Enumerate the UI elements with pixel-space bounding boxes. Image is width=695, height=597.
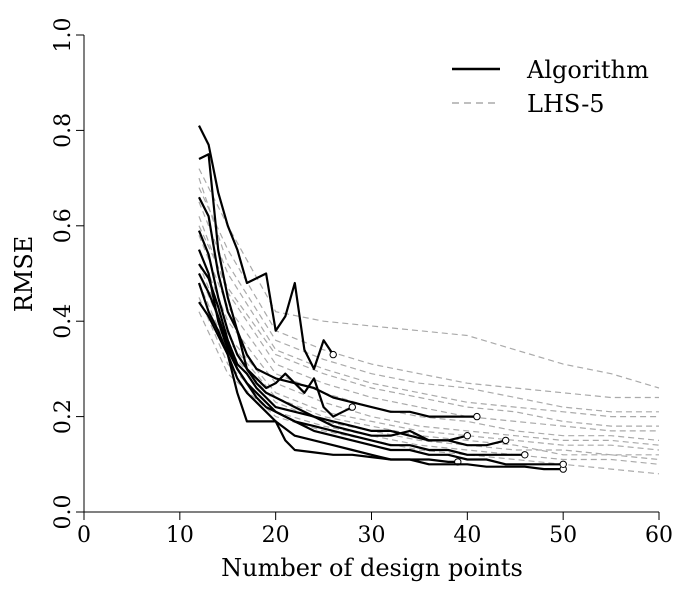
algorithm-line-8 [197, 282, 564, 471]
lhs5-line-1 [198, 168, 660, 389]
algorithm-endpoint-marker [463, 432, 471, 440]
x-tick-label: 50 [549, 523, 577, 548]
lhs5-line-11 [198, 177, 659, 413]
legend-algorithm-label: Algorithm [526, 56, 649, 84]
x-axis-label: Number of design points [221, 554, 523, 582]
algorithm-endpoint-marker [329, 350, 337, 359]
x-tick-label: 20 [262, 523, 290, 548]
algorithm-line-9 [197, 249, 564, 466]
y-tick-label: 0.2 [51, 399, 76, 434]
y-tick-label: 0.8 [51, 113, 76, 148]
lhs5-line-12 [198, 273, 660, 461]
y-tick-label: 1.0 [51, 18, 76, 53]
algorithm-endpoint-marker [348, 403, 356, 411]
algorithm-endpoint-marker [521, 451, 529, 459]
y-tick-label: 0.4 [51, 304, 76, 339]
lhs5-line-5 [198, 235, 660, 441]
lhs5-line-13 [198, 311, 660, 475]
algorithm-line-2 [198, 153, 353, 418]
y-axis-label: RMSE [10, 236, 38, 313]
lhs-series-group [198, 168, 660, 475]
lhs5-line-10 [198, 225, 659, 427]
x-tick-label: 40 [453, 523, 481, 548]
algorithm-series-group [197, 125, 567, 473]
x-tick-label: 30 [358, 523, 386, 548]
legend-lhs5-label: LHS-5 [527, 90, 605, 118]
y-tick-label: 0.0 [51, 495, 76, 530]
algorithm-line-3 [198, 196, 477, 418]
algorithm-line-5 [198, 263, 506, 447]
lhs5-line-7 [198, 263, 660, 451]
lhs5-line-6 [198, 249, 660, 446]
algorithm-line-4 [197, 230, 468, 442]
legend: Algorithm LHS-5 [452, 56, 649, 118]
algorithm-endpoint-marker [559, 460, 567, 468]
x-tick-label: 0 [77, 523, 91, 548]
algorithm-endpoint-marker [473, 412, 481, 421]
lhs5-line-2 [198, 187, 659, 399]
axes-group: 0 10 20 30 40 50 60 0.0 0.2 0.4 0.6 0.8 1.0 [51, 18, 673, 549]
algorithm-endpoint-marker [502, 436, 510, 445]
y-tick-label: 0.6 [51, 208, 76, 243]
lhs5-line-8 [198, 282, 659, 456]
x-tick-label: 10 [166, 523, 194, 548]
algorithm-line-1 [198, 125, 335, 370]
x-tick-label: 60 [645, 523, 673, 548]
